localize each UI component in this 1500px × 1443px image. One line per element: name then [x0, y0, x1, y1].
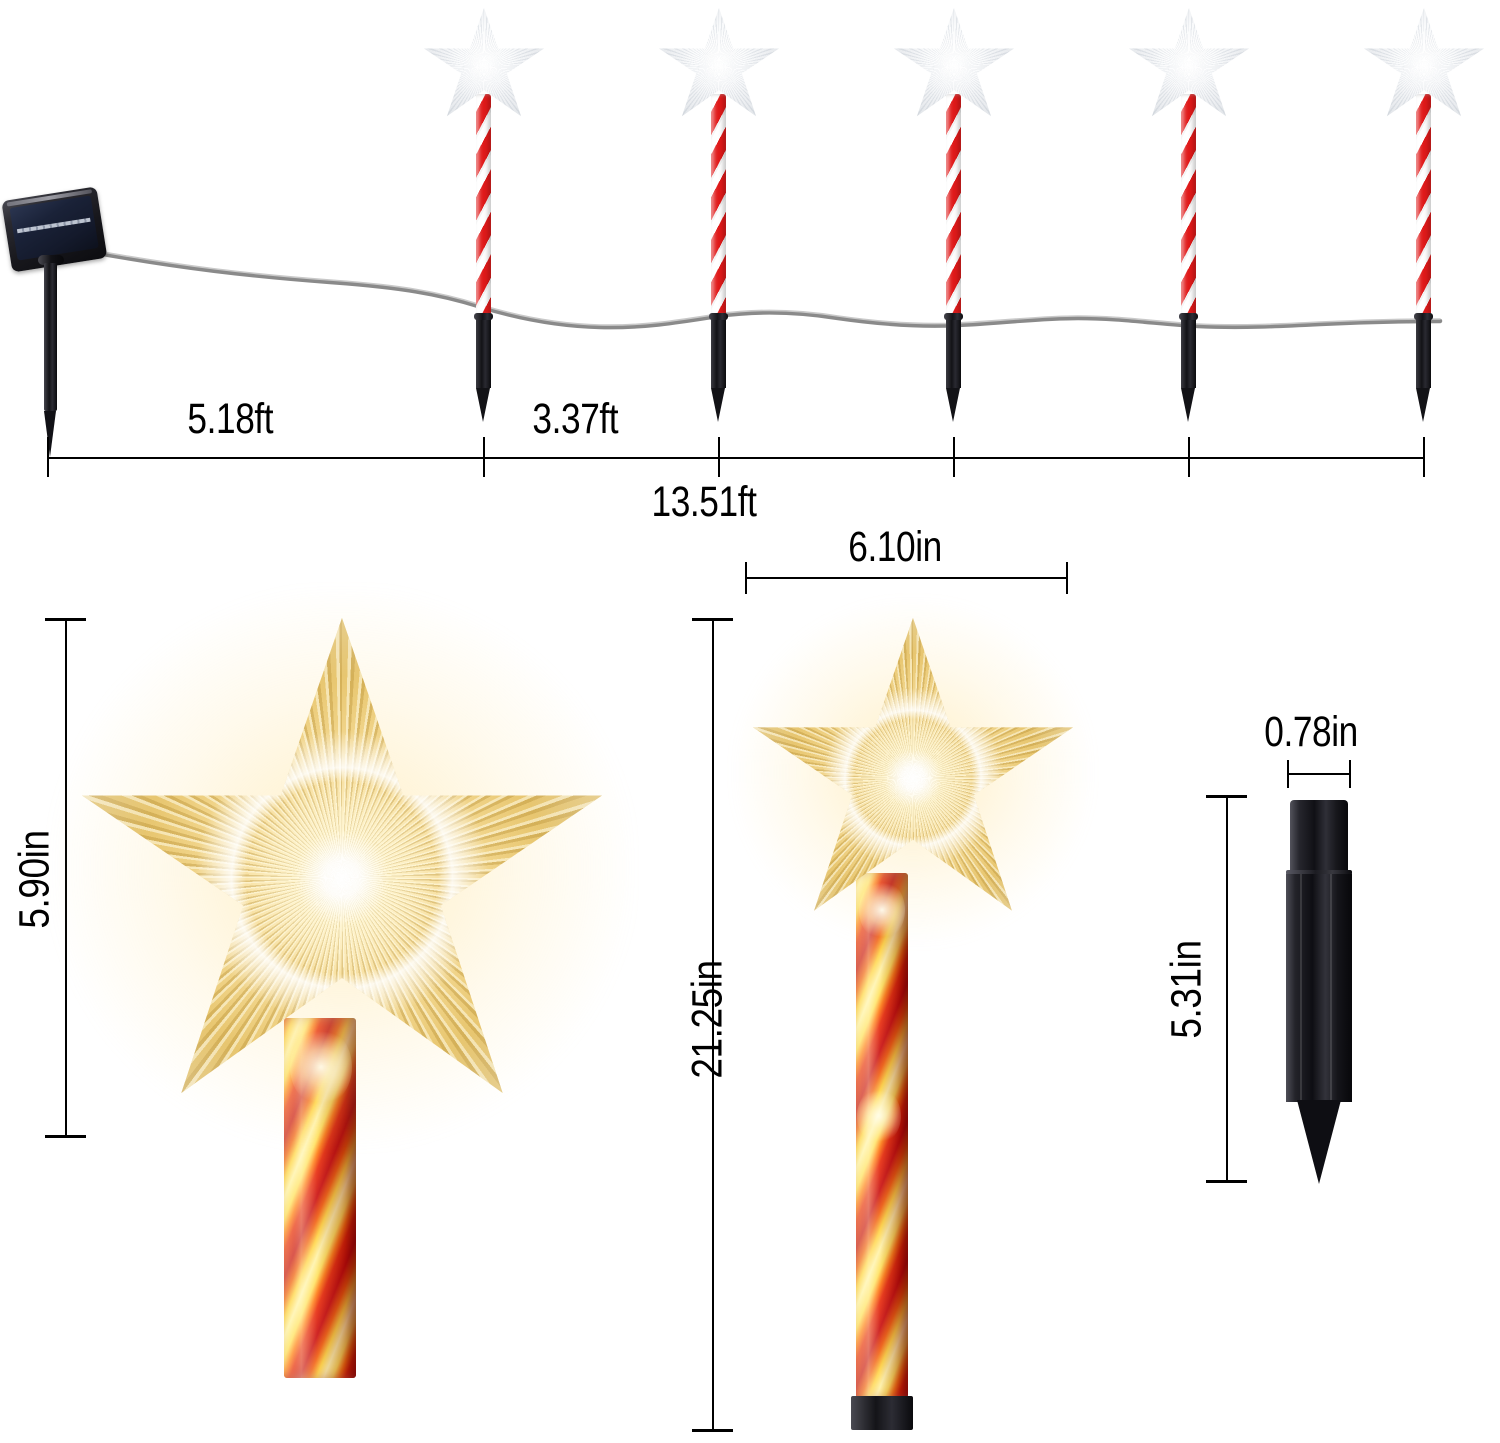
ground-stake-tip	[1297, 1100, 1341, 1184]
dim-tick-stake-2	[718, 437, 720, 477]
connector-wire	[89, 249, 1443, 330]
ground-spike	[944, 313, 963, 422]
tube-base-cap	[851, 1396, 913, 1430]
star-topper-detail	[50, 588, 634, 1378]
ground-stake-height-cap-bottom	[1206, 1180, 1247, 1183]
candy-cane-pole	[476, 94, 491, 316]
total-length-dimension-line	[47, 457, 1425, 459]
spike-collar	[944, 313, 963, 320]
lit-star	[733, 599, 1093, 945]
candy-cane-pole	[1416, 94, 1431, 316]
full-stake-light-detail	[733, 599, 1093, 1430]
total-length-label: 13.51ft	[651, 478, 757, 526]
lit-star	[50, 588, 634, 1148]
stake-spacing-label: 3.37ft	[532, 395, 619, 443]
star-width-dimension-line	[745, 577, 1068, 579]
dim-tick-stake-1	[483, 437, 485, 477]
stake-light-3	[894, 8, 1014, 428]
spike-collar	[1179, 313, 1198, 320]
spike-collar	[1414, 313, 1433, 320]
ground-stake-height-dimension-line	[1226, 795, 1228, 1181]
solar-panel-assembly	[1, 185, 138, 457]
candy-cane-pole	[1181, 94, 1196, 316]
stake-height-cap-top	[692, 618, 733, 621]
star-width-cap-left	[745, 562, 747, 594]
dim-tick-stake-3	[953, 437, 955, 477]
stake-height-cap-bottom	[692, 1429, 733, 1432]
dim-tick-start	[47, 437, 49, 477]
lead-wire-spacing-label: 5.18ft	[187, 395, 274, 443]
ground-stake-height-cap-top	[1206, 795, 1247, 798]
ground-stake-shaft	[1286, 874, 1352, 1102]
star-width-label: 6.10in	[848, 523, 942, 571]
stake-height-label: 21.25in	[683, 960, 732, 1079]
ground-stake-width-label: 0.78in	[1264, 708, 1358, 756]
candy-cane-pole	[946, 94, 961, 316]
ground-stake-width-cap-left	[1287, 760, 1289, 788]
ground-spike	[1414, 313, 1433, 422]
star-width-cap-right	[1066, 562, 1068, 594]
solar-panel-joint	[38, 255, 64, 265]
stake-light-1	[424, 8, 544, 428]
ground-stake-detail	[1286, 800, 1396, 1200]
solar-panel-stake	[44, 263, 57, 457]
dim-tick-stake-5	[1423, 437, 1425, 477]
candy-cane-pole	[711, 94, 726, 316]
bulb-glow-mid	[857, 1088, 901, 1144]
ground-stake-band	[1286, 870, 1352, 875]
ground-stake-width-cap-right	[1349, 760, 1351, 788]
ground-spike	[709, 313, 728, 422]
ground-stake-ridge-right	[1330, 874, 1332, 1102]
solar-busbar	[16, 217, 91, 234]
ground-stake-height-label: 5.31in	[1162, 940, 1211, 1039]
spike-collar	[709, 313, 728, 320]
stake-height-dimension-line	[712, 618, 714, 1430]
ground-stake-collar	[1290, 800, 1348, 872]
dim-tick-stake-4	[1188, 437, 1190, 477]
stake-light-5	[1364, 8, 1484, 428]
ground-spike	[1179, 313, 1198, 422]
spike-collar	[474, 313, 493, 320]
stake-light-4	[1129, 8, 1249, 428]
ground-spike	[474, 313, 493, 422]
ground-stake-width-dimension-line	[1287, 773, 1351, 775]
stake-light-2	[659, 8, 779, 428]
ground-stake-ridge-left	[1300, 874, 1302, 1102]
